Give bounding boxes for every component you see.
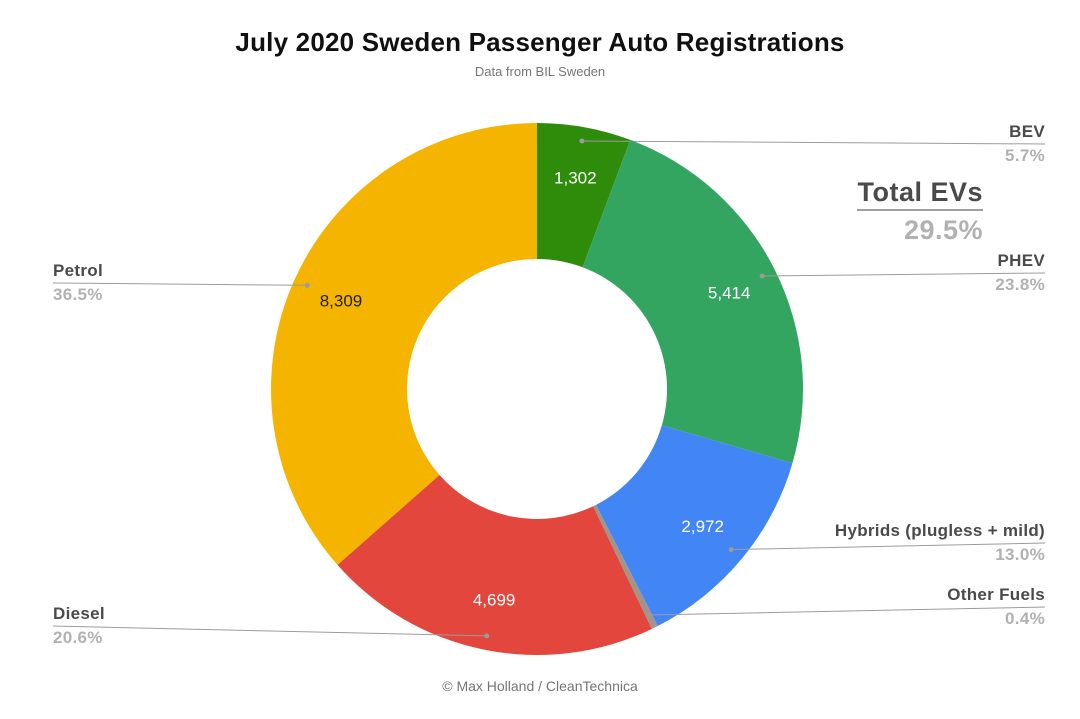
slice-diesel (337, 474, 652, 656)
callout-diesel: Diesel 20.6% (53, 605, 105, 646)
slice-value-hybrids-plugless-mild: 2,972 (681, 517, 724, 536)
callout-phev: PHEV 23.8% (995, 252, 1045, 293)
callout-bev-pct: 5.7% (1005, 146, 1045, 165)
slice-bev (537, 123, 631, 268)
copyright-text: © Max Holland / CleanTechnica (442, 678, 638, 694)
slice-value-petrol: 8,309 (320, 292, 363, 311)
leader-dot-bev (579, 138, 585, 144)
slice-hybrids-plugless-mild (596, 425, 793, 627)
callout-hybrids-label: Hybrids (plugless + mild) (834, 521, 1045, 540)
slice-value-bev: 1,302 (554, 168, 597, 187)
callout-phev-pct: 23.8% (995, 275, 1045, 294)
total-evs-label: Total EVs (857, 178, 983, 211)
leader-dot-other-fuels (646, 612, 652, 618)
callout-phev-label: PHEV (997, 251, 1045, 270)
slice-value-diesel: 4,699 (473, 591, 516, 610)
leader-dot-petrol (304, 282, 310, 288)
callout-bev: BEV 5.7% (1005, 123, 1045, 164)
leader-line-diesel (52, 625, 487, 637)
callout-hybrids-pct: 13.0% (995, 545, 1045, 564)
leader-line-phev (762, 272, 1046, 277)
leader-dot-diesel (484, 633, 490, 639)
chart-subtitle: Data from BIL Sweden (474, 64, 606, 79)
leader-dot-hybrids-plugless-mild (728, 547, 734, 553)
slice-value-phev: 5,414 (708, 284, 751, 303)
callout-hybrids: Hybrids (plugless + mild) 13.0% (835, 522, 1045, 563)
callout-diesel-label: Diesel (53, 604, 105, 623)
callout-petrol: Petrol 36.5% (53, 262, 103, 303)
total-evs-block: Total EVs 29.5% (857, 178, 983, 244)
callout-bev-label: BEV (1009, 122, 1045, 141)
chart-title: July 2020 Sweden Passenger Auto Registra… (235, 27, 845, 57)
slice-other-fuels (593, 504, 658, 629)
leader-line-hybrids-plugless-mild (731, 542, 1046, 551)
callout-diesel-pct: 20.6% (53, 628, 103, 647)
slice-phev (582, 139, 804, 464)
callout-other-fuels-label: Other Fuels (947, 585, 1045, 604)
leader-dot-phev (759, 273, 765, 279)
callout-petrol-pct: 36.5% (53, 285, 103, 304)
callout-other-fuels-pct: 0.4% (1005, 609, 1045, 628)
callout-petrol-label: Petrol (53, 261, 103, 280)
leader-line-other-fuels (648, 606, 1046, 616)
slice-petrol (270, 123, 537, 565)
leader-line-bev (581, 140, 1046, 145)
leader-line-petrol (52, 282, 308, 286)
total-evs-value: 29.5% (903, 215, 983, 245)
callout-other-fuels: Other Fuels 0.4% (947, 586, 1045, 627)
